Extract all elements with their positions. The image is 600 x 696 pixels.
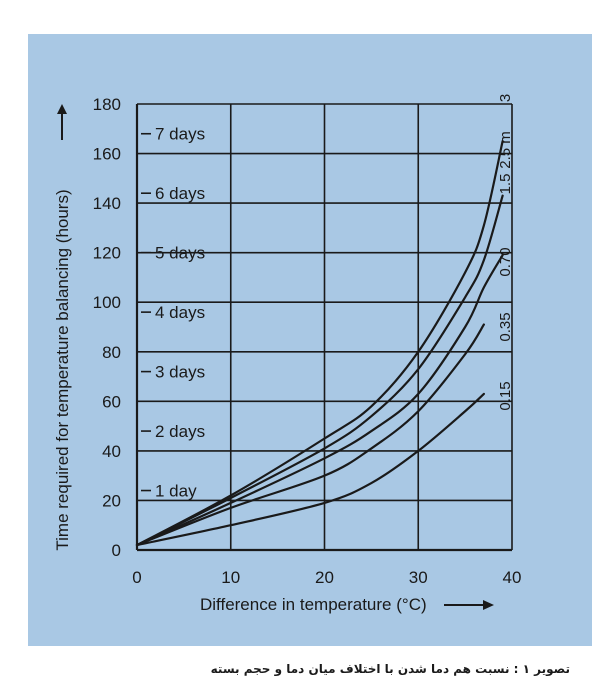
y-tick-label-40: 40 — [102, 442, 121, 461]
figure-panel: 0 20 40 60 80 100 120 140 160 180 0 10 20 30 40 1 day 2… — [28, 34, 592, 646]
x-axis-arrow-icon — [444, 600, 494, 610]
x-tick-label-0: 0 — [132, 568, 141, 587]
y-tick-label-0: 0 — [112, 541, 121, 560]
series-label-extra-1: 3 — [497, 94, 514, 102]
y-axis-title-group: Time required for temperature balancing … — [53, 104, 72, 551]
chart-series-labels: 0.15 0.35 0.70 1.5 2.5 m 3 — [497, 94, 514, 411]
series-label-3: 0.70 — [497, 247, 514, 276]
series-label-4: 1.5 — [497, 174, 514, 195]
series-line-2 — [135, 323, 485, 547]
series-line-5 — [135, 140, 504, 547]
y-tick-label-160: 160 — [93, 145, 121, 164]
figure-caption: تصویر ۱ : نسبت هم دما شدن با اختلاف میان… — [210, 662, 570, 676]
y-tick-label-80: 80 — [102, 343, 121, 362]
series-label-2: 0.35 — [497, 312, 514, 341]
chart: 0 20 40 60 80 100 120 140 160 180 0 10 20 30 40 1 day 2… — [53, 94, 522, 614]
day-marker-label-5: 5 days — [155, 244, 205, 263]
chart-series — [135, 140, 504, 547]
x-tick-label-20: 20 — [315, 568, 334, 587]
day-marker-label-2: 2 days — [155, 422, 205, 441]
y-tick-label-60: 60 — [102, 392, 121, 411]
series-label-1: 0.15 — [497, 381, 514, 410]
chart-day-markers: 1 day 2 days 3 days 4 days 5 days 6 days 7 day… — [141, 125, 205, 501]
day-marker-label-3: 3 days — [155, 363, 205, 382]
y-tick-label-180: 180 — [93, 95, 121, 114]
day-marker-label-4: 4 days — [155, 303, 205, 322]
y-tick-label-20: 20 — [102, 491, 121, 510]
y-tick-label-100: 100 — [93, 293, 121, 312]
y-tick-label-120: 120 — [93, 244, 121, 263]
y-axis-arrow-icon — [57, 104, 67, 140]
x-tick-label-10: 10 — [221, 568, 240, 587]
series-line-1 — [135, 392, 485, 547]
day-marker-label-6: 6 days — [155, 184, 205, 203]
x-tick-label-40: 40 — [503, 568, 522, 587]
series-line-3 — [135, 254, 504, 547]
chart-ticks: 0 20 40 60 80 100 120 140 160 180 0 10 20 30 40 — [93, 95, 522, 587]
y-axis-title: Time required for temperature balancing … — [53, 189, 72, 550]
y-tick-label-140: 140 — [93, 194, 121, 213]
series-label-5: 2.5 m — [497, 131, 514, 169]
x-tick-label-30: 30 — [409, 568, 428, 587]
day-marker-label-7: 7 days — [155, 125, 205, 144]
day-marker-label-1: 1 day — [155, 482, 197, 501]
x-axis-title: Difference in temperature (°C) — [200, 595, 427, 614]
series-line-4 — [135, 194, 504, 547]
